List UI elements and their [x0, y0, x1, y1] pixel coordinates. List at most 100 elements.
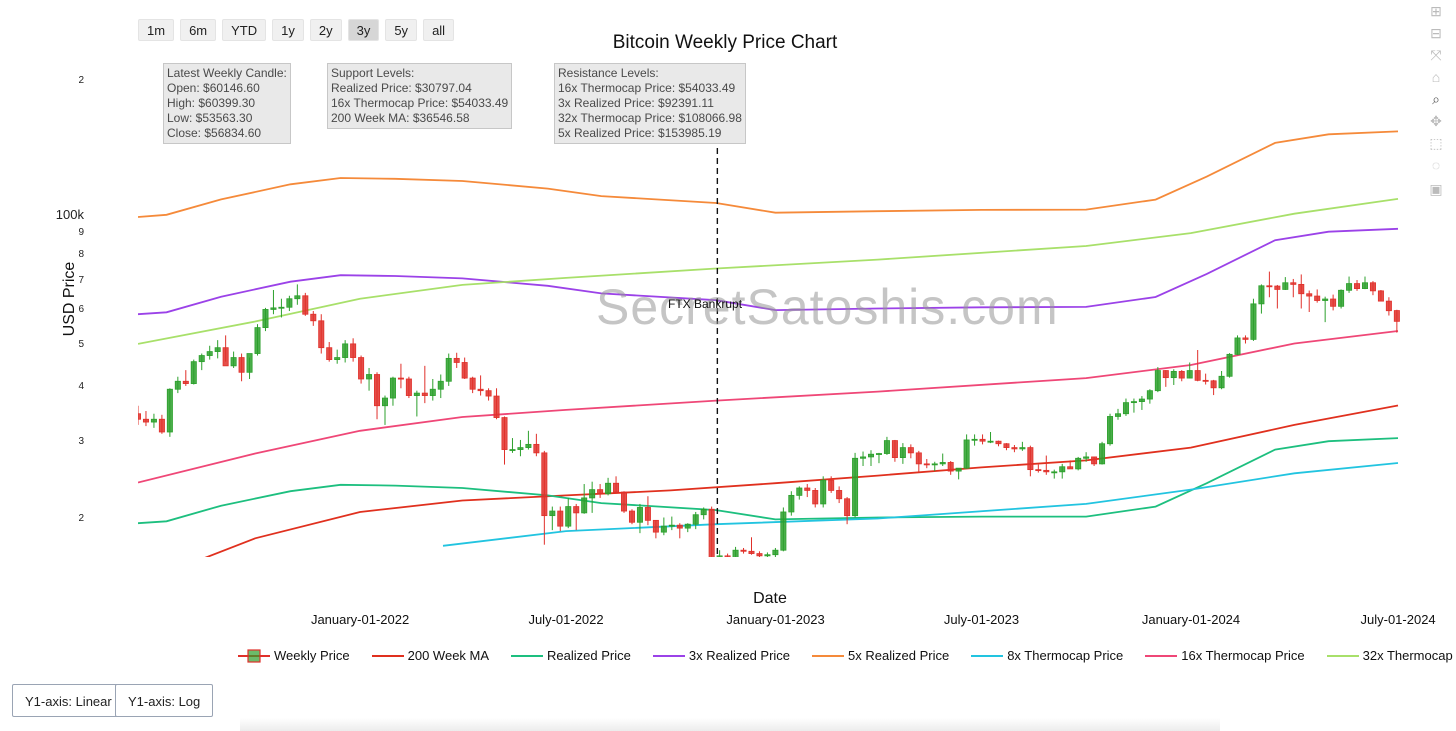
- zoom-out-icon[interactable]: ⊟: [1430, 25, 1442, 41]
- candle: [756, 551, 763, 557]
- range-button-1m[interactable]: 1m: [138, 19, 175, 41]
- candle-body: [1130, 401, 1137, 404]
- home-icon[interactable]: ⌂: [1431, 69, 1441, 85]
- range-button-ytd[interactable]: YTD: [222, 19, 267, 41]
- legend-item[interactable]: Weekly Price: [238, 648, 350, 663]
- x-tick-label: July-01-2023: [943, 612, 1020, 627]
- candle: [971, 434, 978, 446]
- autoscale-icon[interactable]: ⤧: [1430, 47, 1442, 63]
- box-select-icon[interactable]: ⬚: [1429, 135, 1443, 151]
- candle-body: [1019, 447, 1026, 450]
- log-axis-button[interactable]: Y1-axis: Log: [115, 684, 214, 717]
- candle-body: [421, 392, 428, 396]
- candle-body: [883, 440, 890, 454]
- range-button-6m[interactable]: 6m: [180, 19, 217, 41]
- range-button-1y[interactable]: 1y: [272, 19, 304, 41]
- candle-body: [174, 380, 181, 390]
- candle: [310, 311, 317, 326]
- candle: [1258, 284, 1265, 314]
- candle-body: [660, 525, 667, 533]
- candle-body: [326, 347, 333, 360]
- x-tick-label: January-01-2022: [310, 612, 410, 627]
- candle-body: [413, 392, 420, 396]
- candle: [1298, 274, 1305, 309]
- candle-body: [509, 449, 516, 451]
- candle-body: [597, 489, 604, 495]
- range-button-3y[interactable]: 3y: [347, 19, 380, 41]
- candle-body: [628, 510, 635, 523]
- candle: [1218, 370, 1225, 390]
- candle-body: [198, 355, 205, 363]
- candle: [350, 338, 357, 362]
- x-tick-label: January-01-2024: [1141, 612, 1241, 627]
- candle-body: [963, 439, 970, 469]
- pan-icon[interactable]: ✥: [1430, 113, 1442, 129]
- range-button-2y[interactable]: 2y: [309, 19, 342, 41]
- candle-body: [668, 524, 675, 527]
- candle-body: [533, 443, 540, 454]
- candle-body: [270, 307, 277, 310]
- candle: [804, 484, 811, 498]
- candle-body: [1346, 283, 1353, 291]
- candle-body: [844, 498, 851, 517]
- legend-item[interactable]: 16x Thermocap Price: [1145, 648, 1305, 663]
- candle-body: [1218, 375, 1225, 389]
- legend: Weekly Price 200 Week MA Realized Price 3x …: [238, 648, 1456, 663]
- candle-body: [1059, 466, 1066, 473]
- candle-body: [1298, 283, 1305, 295]
- realized-price-line: [138, 437, 1399, 525]
- candle: [1099, 441, 1106, 465]
- candle-body: [868, 453, 875, 458]
- camera-icon[interactable]: ▣: [1429, 181, 1443, 197]
- legend-item[interactable]: 200 Week MA: [371, 648, 489, 663]
- candle-body: [875, 453, 882, 455]
- candle: [326, 341, 333, 362]
- candle-body: [342, 343, 349, 358]
- legend-item[interactable]: Realized Price: [511, 648, 631, 663]
- zoom-icon[interactable]: ⌕: [1432, 91, 1440, 107]
- candle: [1385, 297, 1392, 316]
- candle: [461, 357, 468, 379]
- legend-label: 8x Thermocap Price: [1007, 648, 1124, 663]
- candle-body: [605, 482, 612, 495]
- legend-item[interactable]: 5x Realized Price: [812, 648, 949, 663]
- candle: [1354, 280, 1361, 291]
- legend-item[interactable]: 3x Realized Price: [652, 648, 790, 663]
- candle-body: [517, 447, 524, 450]
- candle: [142, 411, 149, 427]
- legend-item[interactable]: 32x Thermocap Price: [1326, 648, 1456, 663]
- candle-body: [1170, 371, 1177, 379]
- candle: [174, 376, 181, 394]
- candle-body: [979, 438, 986, 442]
- candle-body: [1178, 371, 1185, 379]
- legend-swatch: [511, 649, 544, 663]
- lasso-icon[interactable]: ◌: [1431, 157, 1441, 173]
- candle-body: [852, 457, 859, 517]
- candle: [796, 486, 803, 500]
- candle: [238, 353, 245, 382]
- candle-body: [166, 388, 173, 433]
- candle-body: [453, 357, 460, 363]
- legend-swatch: [1145, 649, 1178, 663]
- candle-body: [1314, 295, 1321, 301]
- candle: [1377, 290, 1384, 302]
- candle: [1242, 335, 1249, 344]
- candle: [374, 372, 381, 420]
- candle-body: [748, 550, 755, 554]
- candle-body: [716, 555, 723, 557]
- candle-body: [389, 377, 396, 399]
- candle: [613, 476, 620, 494]
- range-button-5y[interactable]: 5y: [385, 19, 418, 41]
- candle: [684, 523, 691, 533]
- candle: [891, 439, 898, 462]
- candle-body: [525, 443, 532, 448]
- range-button-all[interactable]: all: [423, 19, 455, 41]
- legend-item[interactable]: 8x Thermocap Price: [971, 648, 1123, 663]
- candle: [246, 353, 253, 379]
- candle-body: [230, 357, 237, 367]
- candle-body: [955, 467, 962, 472]
- zoom-in-icon[interactable]: ⊞: [1430, 3, 1442, 19]
- candle: [947, 461, 954, 475]
- linear-axis-button[interactable]: Y1-axis: Linear: [12, 684, 125, 717]
